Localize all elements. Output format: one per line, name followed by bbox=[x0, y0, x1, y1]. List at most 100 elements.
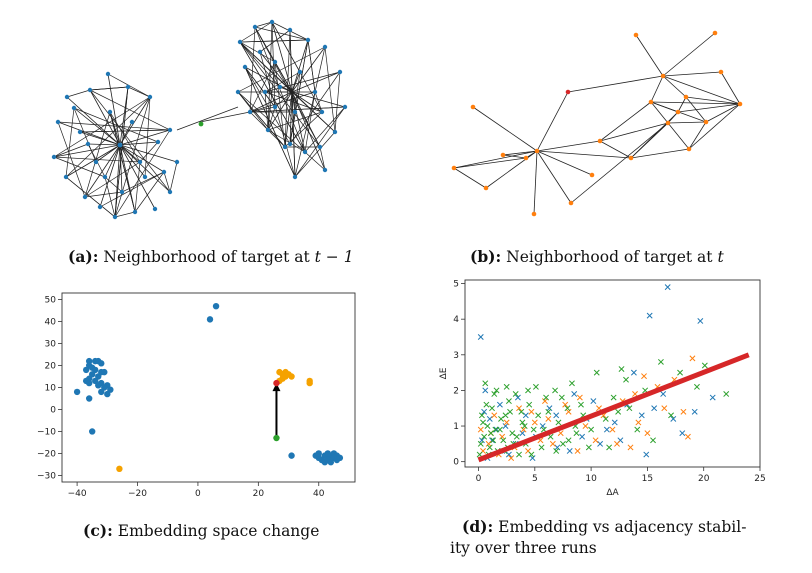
marker-stroke bbox=[525, 448, 532, 454]
graph-edge bbox=[84, 191, 123, 198]
graph-edge bbox=[294, 91, 316, 178]
graph-edge bbox=[73, 107, 97, 163]
scatter-marker bbox=[509, 430, 516, 437]
graph-edge bbox=[169, 161, 178, 193]
scatter-marker bbox=[564, 405, 571, 412]
marker-stroke bbox=[512, 391, 519, 397]
graph-edge bbox=[237, 91, 326, 171]
scatter-marker bbox=[492, 426, 499, 433]
scatter-marker bbox=[610, 394, 617, 401]
graph-edge bbox=[239, 41, 281, 88]
graph-edge bbox=[284, 111, 323, 148]
marker-stroke bbox=[538, 444, 545, 451]
graph-edge bbox=[289, 29, 296, 178]
marker-stroke bbox=[615, 408, 622, 415]
caption-b-label: (b): bbox=[470, 247, 502, 266]
scatter-marker bbox=[590, 398, 597, 405]
graph-node bbox=[597, 138, 603, 144]
graph-node bbox=[77, 129, 83, 135]
x-axis-label: ΔA bbox=[606, 488, 619, 498]
scatter-marker bbox=[651, 405, 658, 412]
scatter-marker bbox=[526, 401, 533, 408]
marker-stroke bbox=[630, 369, 637, 376]
graph-edge bbox=[536, 140, 601, 152]
marker-stroke bbox=[660, 391, 667, 397]
graph-edge bbox=[685, 96, 741, 105]
y-tick-label: 2 bbox=[453, 386, 459, 396]
marker-stroke bbox=[661, 405, 668, 412]
graph-edge bbox=[239, 41, 321, 148]
marker-stroke bbox=[541, 398, 548, 405]
graph-edge bbox=[119, 144, 156, 210]
marker-stroke bbox=[498, 415, 504, 422]
marker-stroke bbox=[578, 401, 584, 408]
graph-edge bbox=[502, 150, 538, 156]
scatter-marker bbox=[539, 423, 546, 429]
graph-edge bbox=[453, 157, 527, 169]
marker-stroke bbox=[499, 433, 506, 440]
graph-node-target bbox=[565, 89, 571, 95]
scatter-marker bbox=[483, 401, 490, 408]
y-tick-label: 50 bbox=[45, 296, 57, 306]
graph-edge bbox=[89, 89, 171, 131]
scatter-point bbox=[85, 395, 93, 402]
caption-b-text: Neighborhood of target at bbox=[506, 248, 718, 266]
graph-edge bbox=[662, 75, 687, 98]
marker-stroke bbox=[566, 448, 573, 454]
scatter-marker bbox=[486, 415, 493, 422]
scatter-marker bbox=[481, 433, 488, 440]
marker-stroke bbox=[525, 387, 532, 394]
scatter-point bbox=[282, 373, 289, 380]
graph-edge bbox=[319, 146, 326, 171]
scatter-marker bbox=[482, 380, 489, 387]
graph-edge bbox=[249, 91, 316, 113]
graph-edge bbox=[249, 106, 346, 113]
graph-node bbox=[686, 146, 692, 152]
marker-stroke bbox=[671, 376, 678, 383]
marker-stroke bbox=[481, 433, 488, 440]
graph-node bbox=[132, 209, 138, 215]
scatter-marker bbox=[615, 408, 622, 415]
x-tick-label: −20 bbox=[128, 489, 147, 499]
graph-edge bbox=[294, 131, 336, 178]
graph-edge bbox=[104, 144, 121, 178]
graph-node bbox=[87, 87, 93, 93]
marker-stroke bbox=[560, 440, 566, 447]
scatter-marker bbox=[490, 437, 497, 444]
graph-edge bbox=[249, 26, 256, 113]
scatter-marker bbox=[499, 433, 506, 440]
scatter-marker bbox=[626, 405, 633, 412]
marker-stroke bbox=[509, 430, 516, 437]
graph-edge bbox=[291, 46, 326, 93]
scatter-marker bbox=[546, 405, 553, 412]
scatter-marker bbox=[609, 426, 616, 433]
graph-edge bbox=[650, 101, 741, 105]
marker-stroke bbox=[528, 451, 535, 458]
marker-stroke bbox=[623, 376, 629, 383]
marker-stroke bbox=[596, 405, 602, 412]
marker-stroke bbox=[590, 398, 597, 405]
graph-edge bbox=[239, 21, 273, 43]
graph-node bbox=[71, 105, 77, 111]
scatter-marker bbox=[496, 401, 503, 408]
marker-stroke bbox=[487, 430, 494, 437]
marker-stroke bbox=[579, 433, 586, 440]
marker-stroke bbox=[597, 440, 604, 447]
graph-edge bbox=[114, 129, 171, 218]
marker-stroke bbox=[508, 455, 515, 462]
marker-stroke bbox=[582, 423, 589, 429]
scatter-marker bbox=[530, 426, 537, 433]
caption-a: (a): Neighborhood of target at t − 1 bbox=[68, 246, 354, 268]
marker-stroke bbox=[634, 426, 641, 433]
scatter-marker bbox=[562, 401, 569, 408]
graph-edge bbox=[502, 154, 527, 159]
scatter-marker bbox=[641, 373, 647, 380]
marker-stroke bbox=[558, 394, 565, 401]
marker-stroke bbox=[520, 426, 527, 433]
scatter-marker bbox=[677, 369, 684, 376]
scatter-marker bbox=[493, 387, 500, 394]
scatter-marker bbox=[618, 366, 625, 373]
graph-edge bbox=[291, 39, 309, 93]
graph-node bbox=[129, 119, 135, 125]
graph-edge bbox=[119, 121, 133, 146]
